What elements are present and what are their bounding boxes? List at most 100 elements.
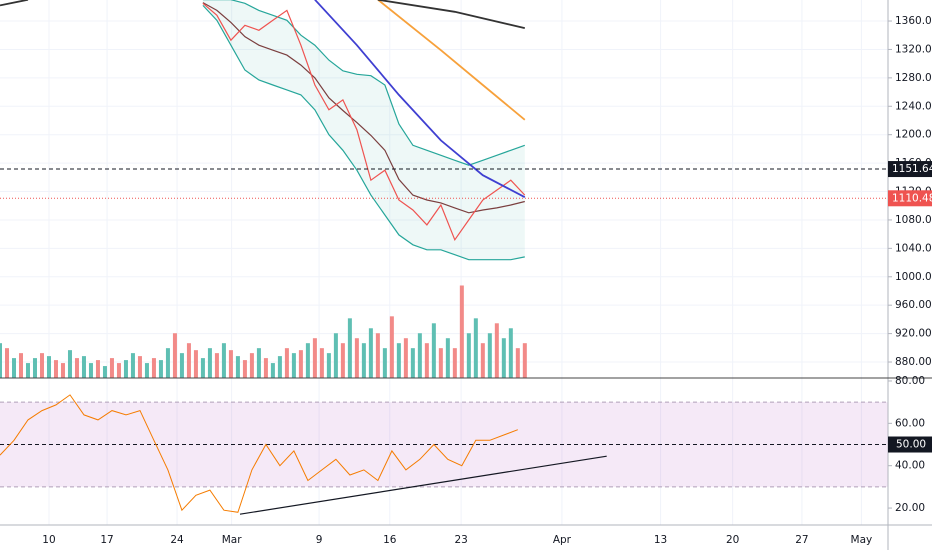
volume-bar xyxy=(473,318,478,378)
volume-bar xyxy=(207,348,212,378)
y-tick-label: 1040.00 xyxy=(895,242,932,254)
y-tick-label: 1320.00 xyxy=(895,43,932,55)
y-tick-label: 1000.00 xyxy=(895,271,932,283)
rsi-pane xyxy=(0,394,888,515)
y-tick-label: 1360.00 xyxy=(895,15,932,27)
band-fill xyxy=(202,0,525,260)
volume-bar xyxy=(53,360,58,378)
volume-bar xyxy=(501,338,506,378)
price-pane xyxy=(0,0,527,378)
volume-bar xyxy=(263,358,268,378)
rsi-tag-label: 50.00 xyxy=(896,439,926,451)
volume-bar xyxy=(67,350,72,378)
volume-bar xyxy=(298,350,303,378)
volume-bar xyxy=(60,363,65,378)
volume-bar xyxy=(46,356,51,378)
volume-bar xyxy=(221,343,226,378)
volume-bar xyxy=(144,363,149,378)
price-tag-label: 1110.48 xyxy=(892,192,932,204)
x-tick-label: Apr xyxy=(553,534,572,546)
volume-bar xyxy=(424,343,429,378)
y-tick-label: 880.00 xyxy=(895,356,932,368)
volume-bar xyxy=(242,360,247,378)
price-line xyxy=(0,0,526,29)
volume-bar xyxy=(396,343,401,378)
volume-bar xyxy=(200,358,205,378)
volume-bar xyxy=(4,348,9,378)
band-lower xyxy=(202,4,525,261)
volume-bar xyxy=(340,343,345,378)
rsi-tick-label: 60.00 xyxy=(895,417,925,429)
volume-bar xyxy=(32,358,37,378)
price-line xyxy=(202,2,526,242)
volume-bar xyxy=(333,333,338,378)
volume-bar xyxy=(18,353,23,378)
grid xyxy=(0,0,888,525)
volume-bar xyxy=(235,356,240,378)
volume-bar xyxy=(214,353,219,378)
volume-bar xyxy=(116,363,121,378)
volume-bar xyxy=(305,343,310,378)
volume-bar xyxy=(431,323,436,378)
price-line xyxy=(314,0,526,198)
volume-bar xyxy=(25,363,30,378)
rsi-tick-label: 80.00 xyxy=(895,375,925,387)
volume-bar xyxy=(382,348,387,378)
y-tick-label: 920.00 xyxy=(895,328,932,340)
volume-bar xyxy=(389,316,394,378)
volume-bar xyxy=(81,356,86,378)
x-tick-label: 24 xyxy=(170,534,184,546)
volume-bar xyxy=(270,363,275,378)
volume-bar xyxy=(508,328,513,378)
volume-bar xyxy=(494,323,499,378)
volume-bar xyxy=(172,333,177,378)
x-tick-label: 9 xyxy=(316,534,323,546)
x-tick-label: Mar xyxy=(222,534,242,546)
volume-bar xyxy=(445,338,450,378)
volume-bar xyxy=(249,353,254,378)
volume-bar xyxy=(123,360,128,378)
volume-bar xyxy=(319,348,324,378)
volume-bar xyxy=(151,358,156,378)
volume-bar xyxy=(515,348,520,378)
volume-bar xyxy=(0,343,2,378)
volume-bar xyxy=(410,348,415,378)
volume-bar xyxy=(88,363,93,378)
volume-bar xyxy=(480,343,485,378)
volume-bar xyxy=(417,333,422,378)
volume-bar xyxy=(277,356,282,378)
volume-bar xyxy=(137,356,142,378)
volume-bar xyxy=(522,343,527,378)
rsi-tag xyxy=(888,436,932,453)
y-tick-label: 1280.00 xyxy=(895,72,932,84)
rsi-line xyxy=(0,394,518,513)
volume-bar xyxy=(326,353,331,378)
volume-bar xyxy=(403,338,408,378)
y-tick-label: 1200.00 xyxy=(895,129,932,141)
trend-line xyxy=(239,455,607,515)
volume-bar xyxy=(354,338,359,378)
x-tick-label: 20 xyxy=(726,534,739,546)
x-tick-label: 13 xyxy=(654,534,667,546)
volume-bar xyxy=(256,348,261,378)
volume-bar xyxy=(459,285,464,378)
volume-bar xyxy=(291,353,296,378)
volume-bar xyxy=(312,338,317,378)
x-tick-label: 23 xyxy=(454,534,467,546)
x-tick-label: 17 xyxy=(100,534,113,546)
x-tick-label: 16 xyxy=(383,534,397,546)
volume-bar xyxy=(102,366,107,378)
price-tag xyxy=(888,190,932,207)
volume-bar xyxy=(109,358,114,378)
volume-bar xyxy=(11,358,16,378)
volume-bar xyxy=(368,328,373,378)
volume-bar xyxy=(438,348,443,378)
volume-bar xyxy=(487,333,492,378)
price-line xyxy=(377,0,526,121)
volume-bar xyxy=(466,333,471,378)
volume-bar xyxy=(284,348,289,378)
volume-bar xyxy=(39,353,44,378)
y-tick-label: 1240.00 xyxy=(895,100,932,112)
